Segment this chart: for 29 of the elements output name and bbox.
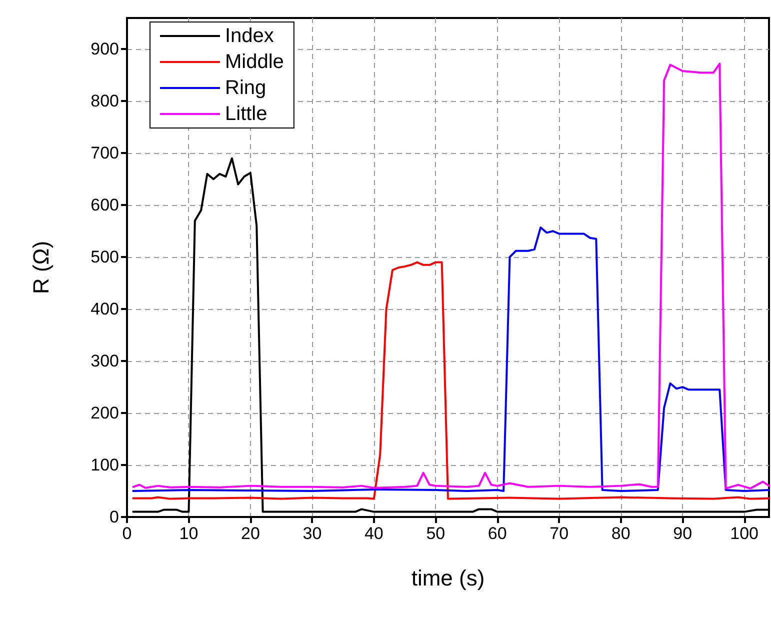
y-tick-label: 0 bbox=[110, 508, 119, 526]
x-tick-label: 50 bbox=[426, 524, 446, 543]
line-series bbox=[132, 226, 770, 492]
y-tick-label: 600 bbox=[90, 196, 119, 215]
x-tick-label: 100 bbox=[730, 524, 758, 543]
y-tick-label: 300 bbox=[90, 352, 119, 371]
y-tick-label: 200 bbox=[90, 404, 119, 423]
x-tick-label: 70 bbox=[550, 524, 569, 543]
x-tick-label: 30 bbox=[302, 524, 322, 543]
x-tick-label: 40 bbox=[364, 524, 384, 543]
y-tick-label: 900 bbox=[90, 40, 119, 59]
legend-label: Index bbox=[225, 25, 274, 47]
y-tick-label: 700 bbox=[90, 144, 119, 163]
x-tick-label: 10 bbox=[179, 524, 198, 543]
legend-label: Ring bbox=[225, 77, 266, 99]
legend-label: Little bbox=[225, 103, 268, 125]
x-axis-title: time (s) bbox=[411, 566, 485, 590]
y-tick-label: 800 bbox=[90, 92, 119, 111]
y-axis-title: R (Ω) bbox=[28, 240, 54, 294]
x-tick-label: 60 bbox=[488, 524, 507, 543]
line-series bbox=[132, 261, 770, 500]
x-tick-label: 90 bbox=[673, 524, 692, 543]
y-tick-label: 500 bbox=[90, 248, 119, 267]
legend-label: Middle bbox=[225, 51, 284, 73]
x-tick-label: 0 bbox=[122, 524, 132, 543]
y-tick-label: 100 bbox=[90, 456, 119, 475]
y-tick-label: 400 bbox=[90, 300, 119, 319]
x-tick-label: 80 bbox=[611, 524, 630, 543]
x-tick-label: 20 bbox=[241, 524, 260, 543]
